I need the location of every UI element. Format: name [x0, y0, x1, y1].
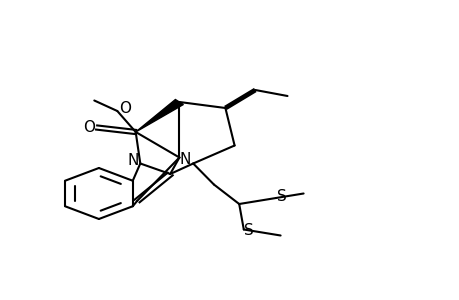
Text: S: S: [276, 189, 286, 204]
Text: N: N: [179, 152, 190, 167]
Polygon shape: [135, 100, 183, 132]
Text: N: N: [127, 153, 138, 168]
Text: O: O: [83, 120, 95, 135]
Text: S: S: [244, 223, 254, 238]
Text: O: O: [118, 101, 130, 116]
